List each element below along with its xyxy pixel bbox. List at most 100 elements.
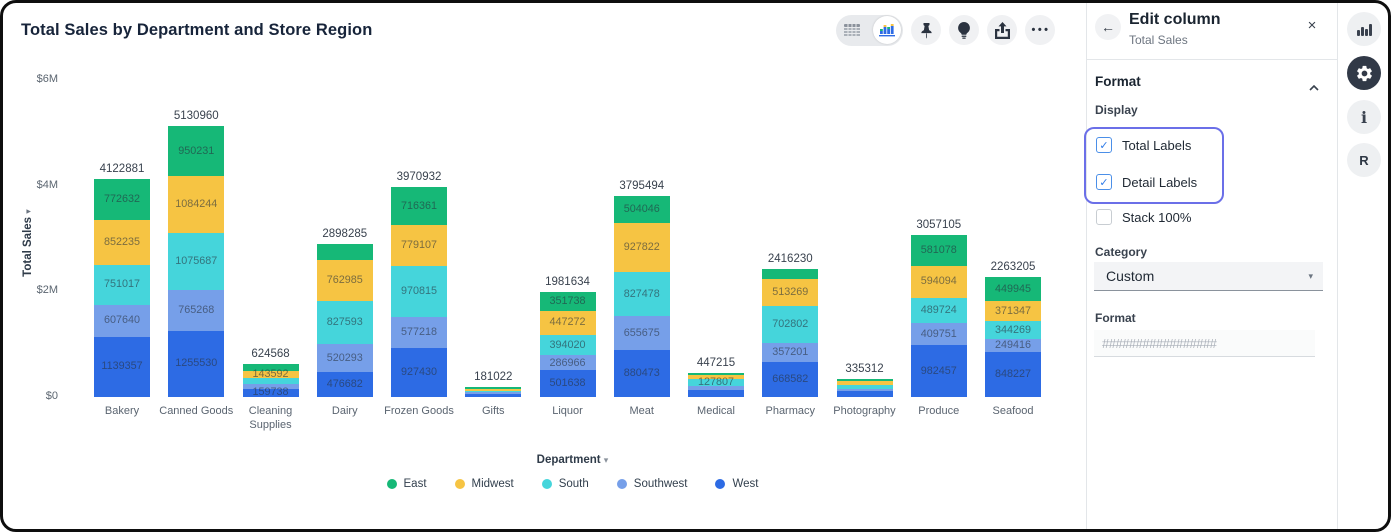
bar-segment-west[interactable]: 927430 bbox=[391, 347, 447, 397]
format-section-header[interactable]: Format bbox=[1095, 74, 1141, 89]
bar-meat[interactable]: 504046 927822 827478 655675 880473 bbox=[613, 196, 670, 397]
bar-segment-midwest[interactable]: 852235 bbox=[94, 220, 150, 266]
legend-item-southwest[interactable]: Southwest bbox=[616, 478, 687, 490]
r-logo-button[interactable]: R bbox=[1347, 143, 1381, 177]
bar-segment-southwest[interactable]: 409751 bbox=[910, 323, 967, 346]
legend-item-west[interactable]: West bbox=[715, 478, 758, 490]
bar-segment-east[interactable]: 716361 bbox=[391, 187, 447, 226]
bar-pharmacy[interactable]: 513269 702802 357201 668582 bbox=[762, 269, 819, 397]
bar-segment-south[interactable] bbox=[242, 378, 299, 384]
bar-segment-southwest[interactable]: 249416 bbox=[985, 339, 1041, 353]
bar-segment-east[interactable] bbox=[465, 387, 522, 389]
bar-segment-east[interactable]: 351738 bbox=[539, 292, 596, 311]
bar-segment-east[interactable]: 950231 bbox=[168, 125, 225, 177]
table-view-icon[interactable] bbox=[838, 16, 866, 44]
checkbox-detail-labels[interactable]: ✓ bbox=[1096, 174, 1112, 190]
collapse-chevron-icon[interactable] bbox=[1309, 78, 1319, 96]
chart-panel-button[interactable] bbox=[1347, 12, 1381, 46]
checkbox-total-labels[interactable]: ✓ bbox=[1096, 137, 1112, 153]
legend-item-midwest[interactable]: Midwest bbox=[454, 478, 514, 490]
checkbox-row-detail-labels[interactable]: ✓ Detail Labels bbox=[1096, 174, 1197, 190]
pin-button[interactable] bbox=[911, 15, 941, 45]
settings-button[interactable] bbox=[1347, 56, 1381, 90]
bar-segment-west[interactable] bbox=[688, 390, 744, 397]
bar-segment-west[interactable]: 982457 bbox=[910, 345, 967, 397]
bar-frozen-goods[interactable]: 716361 779107 970815 577218 927430 bbox=[391, 187, 447, 397]
bar-segment-west[interactable] bbox=[836, 391, 893, 397]
bar-canned-goods[interactable]: 950231 1084244 1075687 765268 1255530 bbox=[168, 125, 225, 397]
back-button[interactable]: ← bbox=[1095, 14, 1121, 40]
bar-segment-east[interactable] bbox=[688, 373, 744, 376]
bar-photography[interactable] bbox=[836, 379, 893, 397]
bar-segment-west[interactable]: 501638 bbox=[539, 370, 596, 397]
bar-segment-southwest[interactable]: 520293 bbox=[316, 344, 373, 372]
bar-segment-southwest[interactable]: 577218 bbox=[391, 317, 447, 348]
bar-segment-southwest[interactable] bbox=[688, 386, 744, 391]
bar-segment-east[interactable] bbox=[762, 269, 819, 279]
bar-segment-west[interactable]: 476682 bbox=[316, 371, 373, 397]
export-button[interactable] bbox=[987, 15, 1017, 45]
legend-item-east[interactable]: East bbox=[386, 478, 427, 490]
bar-segment-east[interactable] bbox=[242, 364, 299, 371]
bar-bakery[interactable]: 772632 852235 751017 607640 1139357 bbox=[94, 179, 150, 397]
checkbox-row-total-labels[interactable]: ✓ Total Labels bbox=[1096, 137, 1191, 153]
bar-produce[interactable]: 581078 594094 489724 409751 982457 bbox=[910, 235, 967, 397]
bar-segment-west[interactable]: 848227 bbox=[985, 352, 1041, 397]
x-axis-title[interactable]: Department ▾ bbox=[536, 454, 609, 466]
bar-segment-south[interactable]: 751017 bbox=[94, 265, 150, 305]
bar-segment-east[interactable] bbox=[836, 379, 893, 381]
bar-segment-southwest[interactable]: 655675 bbox=[613, 315, 670, 351]
view-toggle[interactable] bbox=[836, 14, 903, 46]
bar-segment-southwest[interactable] bbox=[465, 392, 522, 394]
bar-segment-midwest[interactable] bbox=[465, 388, 522, 391]
bar-segment-south[interactable]: 127807 bbox=[688, 377, 744, 388]
bar-segment-south[interactable]: 394020 bbox=[539, 334, 596, 356]
more-button[interactable]: ••• bbox=[1025, 15, 1055, 45]
bar-gifts[interactable] bbox=[465, 387, 522, 397]
bar-medical[interactable]: 127807 bbox=[688, 373, 744, 397]
bar-segment-east[interactable]: 772632 bbox=[94, 179, 150, 220]
bar-segment-south[interactable]: 344269 bbox=[985, 320, 1041, 339]
bar-segment-west[interactable]: 880473 bbox=[613, 350, 670, 397]
bar-segment-southwest[interactable]: 357201 bbox=[762, 342, 819, 362]
info-button[interactable]: i bbox=[1347, 100, 1381, 134]
bar-segment-east[interactable]: 449945 bbox=[985, 277, 1041, 302]
bar-segment-west[interactable]: 668582 bbox=[762, 361, 819, 397]
bar-segment-west[interactable] bbox=[465, 393, 522, 397]
bar-segment-southwest[interactable] bbox=[836, 388, 893, 392]
bar-segment-midwest[interactable]: 1084244 bbox=[168, 176, 225, 234]
category-select[interactable]: Custom ▾ bbox=[1094, 262, 1323, 291]
bar-segment-south[interactable]: 489724 bbox=[910, 297, 967, 324]
bar-segment-south[interactable]: 702802 bbox=[762, 305, 819, 343]
bar-segment-midwest[interactable]: 762985 bbox=[316, 260, 373, 301]
bar-segment-midwest[interactable] bbox=[836, 380, 893, 386]
bar-segment-south[interactable] bbox=[836, 385, 893, 389]
bar-segment-midwest[interactable]: 143592 bbox=[242, 369, 299, 379]
bar-segment-midwest[interactable]: 779107 bbox=[391, 225, 447, 267]
bar-segment-south[interactable]: 827593 bbox=[316, 300, 373, 345]
bar-segment-southwest[interactable]: 765268 bbox=[168, 290, 225, 331]
bar-segment-west[interactable]: 159738 bbox=[242, 387, 299, 398]
lightbulb-button[interactable] bbox=[949, 15, 979, 45]
bar-segment-east[interactable] bbox=[316, 243, 373, 261]
bar-cleaning-supplies[interactable]: 143592 159738 bbox=[242, 364, 299, 398]
legend-item-south[interactable]: South bbox=[541, 478, 589, 490]
bar-segment-south[interactable]: 1075687 bbox=[168, 233, 225, 291]
format-input[interactable] bbox=[1094, 330, 1315, 357]
bar-seafood[interactable]: 449945 371347 344269 249416 848227 bbox=[985, 277, 1041, 397]
bar-segment-east[interactable]: 581078 bbox=[910, 235, 967, 267]
bar-segment-east[interactable]: 504046 bbox=[613, 196, 670, 224]
bar-segment-midwest[interactable] bbox=[688, 375, 744, 380]
bar-segment-midwest[interactable]: 594094 bbox=[910, 266, 967, 298]
checkbox-stack-100[interactable]: ✓ bbox=[1096, 209, 1112, 225]
bar-segment-southwest[interactable]: 286966 bbox=[539, 355, 596, 371]
bar-segment-midwest[interactable]: 927822 bbox=[613, 223, 670, 273]
bar-liquor[interactable]: 351738 447272 394020 286966 501638 bbox=[539, 292, 596, 397]
bar-segment-midwest[interactable]: 371347 bbox=[985, 301, 1041, 321]
bar-segment-south[interactable]: 827478 bbox=[613, 272, 670, 316]
bar-segment-midwest[interactable]: 447272 bbox=[539, 310, 596, 335]
bar-segment-west[interactable]: 1255530 bbox=[168, 330, 225, 397]
checkbox-row-stack-100[interactable]: ✓ Stack 100% bbox=[1096, 209, 1191, 225]
bar-segment-south[interactable] bbox=[465, 390, 522, 393]
bar-dairy[interactable]: 762985 827593 520293 476682 bbox=[316, 243, 373, 397]
